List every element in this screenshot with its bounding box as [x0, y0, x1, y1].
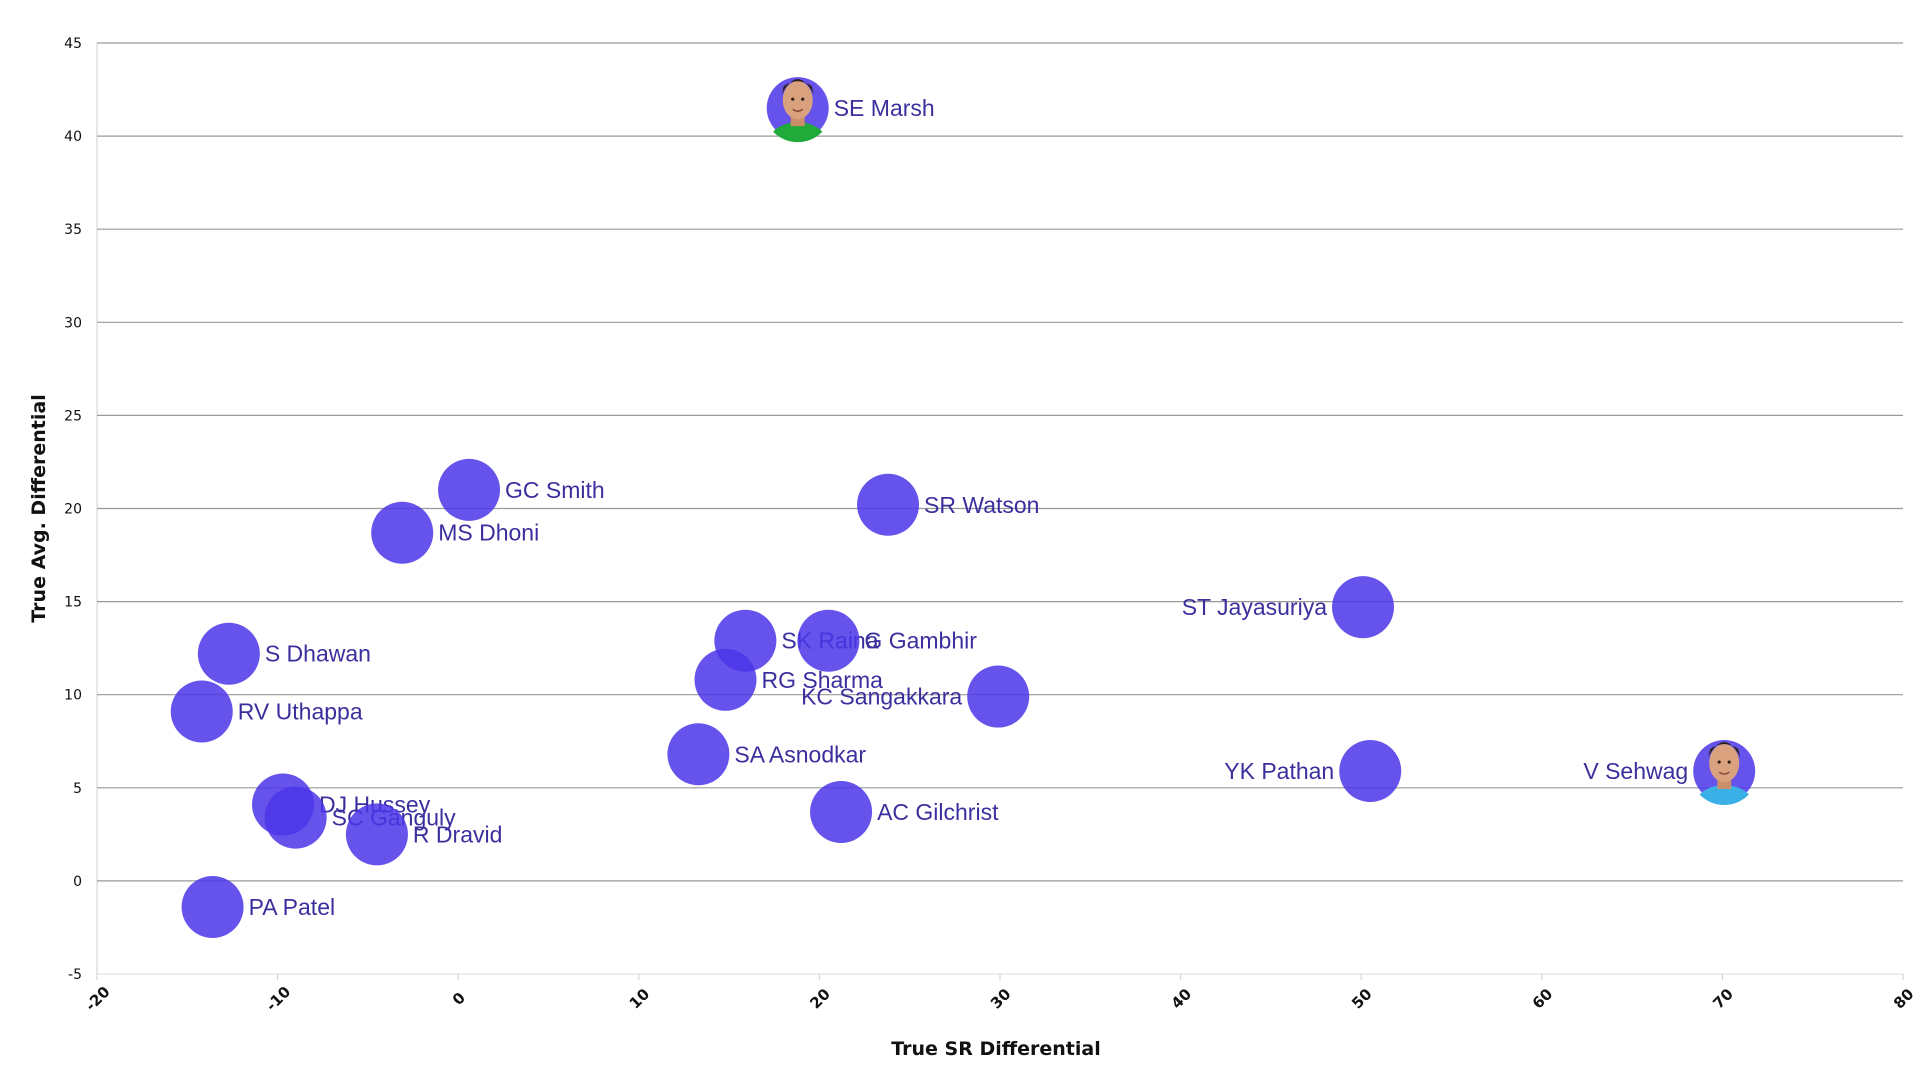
- bubble: [694, 648, 757, 711]
- x-tick-label: -10: [262, 983, 294, 1015]
- x-tick-label: 40: [1168, 985, 1195, 1012]
- bubble: [967, 665, 1030, 728]
- x-tick-label: 30: [987, 985, 1014, 1012]
- x-tick-label: 70: [1709, 985, 1736, 1012]
- y-tick-label: 15: [64, 595, 82, 611]
- x-tick-label: 60: [1529, 985, 1556, 1012]
- bubble: [797, 609, 860, 672]
- data-points: SE Marsh GC Smith MS Dhoni SR Watson ST Jaya…: [170, 77, 1756, 938]
- y-tick-label: 5: [73, 781, 82, 797]
- data-point-s-dhawan: S Dhawan: [197, 622, 371, 685]
- x-tick-label: 20: [806, 985, 833, 1012]
- point-label: S Dhawan: [265, 641, 371, 667]
- x-axis-title: True SR Differential: [891, 1038, 1100, 1060]
- data-point-yk-pathan: YK Pathan: [1224, 740, 1402, 803]
- player-photo-icon: [1694, 742, 1755, 806]
- point-label: KC Sangakkara: [801, 684, 962, 710]
- y-tick-label: 20: [64, 502, 82, 518]
- data-point-se-marsh: SE Marsh: [766, 77, 935, 143]
- point-label: ST Jayasuriya: [1182, 594, 1328, 620]
- bubble: [264, 786, 327, 849]
- point-label: SA Asnodkar: [734, 741, 866, 767]
- data-point-sa-asnodkar: SA Asnodkar: [667, 723, 866, 786]
- point-label: PA Patel: [249, 894, 336, 920]
- y-tick-label: 40: [64, 129, 82, 145]
- x-tick-label: 10: [626, 985, 653, 1012]
- data-point-pa-patel: PA Patel: [181, 875, 336, 938]
- data-point-kc-sangakkara: KC Sangakkara: [801, 665, 1030, 728]
- point-label: MS Dhoni: [438, 520, 539, 546]
- x-axis-ticks: -20 -10 0 10 20 30 40 50 60 70 80: [82, 974, 1917, 1015]
- y-tick-label: 35: [64, 222, 82, 238]
- x-tick-label: 0: [449, 989, 469, 1009]
- data-point-gc-smith: GC Smith: [438, 458, 605, 521]
- point-label: SR Watson: [924, 492, 1039, 518]
- point-label: R Dravid: [413, 821, 502, 847]
- bubble: [197, 622, 260, 685]
- data-point-sr-watson: SR Watson: [857, 473, 1039, 536]
- data-point-st-jayasuriya: ST Jayasuriya: [1182, 576, 1395, 639]
- point-label: AC Gilchrist: [877, 799, 999, 825]
- bubble: [345, 803, 408, 866]
- y-tick-label: 0: [73, 874, 82, 890]
- data-point-rg-sharma: RG Sharma: [694, 648, 883, 711]
- data-point-v-sehwag: V Sehwag: [1583, 740, 1756, 806]
- point-label: RV Uthappa: [238, 698, 363, 724]
- bubble: [438, 458, 501, 521]
- data-point-r-dravid: R Dravid: [345, 803, 502, 866]
- y-axis-title: True Avg. Differential: [28, 394, 50, 622]
- y-tick-label: 30: [64, 315, 82, 331]
- player-photo-icon: [767, 79, 828, 143]
- y-tick-label: 25: [64, 408, 82, 424]
- data-point-ac-gilchrist: AC Gilchrist: [810, 781, 999, 844]
- data-point-ms-dhoni: MS Dhoni: [371, 501, 539, 564]
- bubble: [170, 680, 233, 743]
- point-label: V Sehwag: [1583, 758, 1688, 784]
- bubble: [810, 781, 873, 844]
- x-tick-label: 50: [1348, 985, 1375, 1012]
- point-label: GC Smith: [505, 477, 605, 503]
- point-label: SE Marsh: [834, 95, 935, 121]
- bubble: [857, 473, 920, 536]
- point-label: G Gambhir: [864, 628, 977, 654]
- y-tick-label: 45: [64, 36, 82, 52]
- y-tick-label: 10: [64, 688, 82, 704]
- bubble: [1332, 576, 1395, 639]
- point-label: RG Sharma: [761, 667, 883, 693]
- y-tick-label: -5: [68, 967, 82, 983]
- x-tick-label: -20: [82, 983, 114, 1015]
- bubble: [667, 723, 730, 786]
- data-point-rv-uthappa: RV Uthappa: [170, 680, 363, 743]
- x-tick-label: 80: [1890, 985, 1917, 1012]
- bubble: [1339, 740, 1402, 803]
- bubble: [181, 875, 244, 938]
- bubble: [371, 501, 434, 564]
- y-axis-ticks: -5 0 5 10 15 20 25 30 35 40 45: [64, 36, 82, 983]
- data-point-g-gambhir: G Gambhir: [797, 609, 977, 672]
- point-label: YK Pathan: [1224, 758, 1334, 784]
